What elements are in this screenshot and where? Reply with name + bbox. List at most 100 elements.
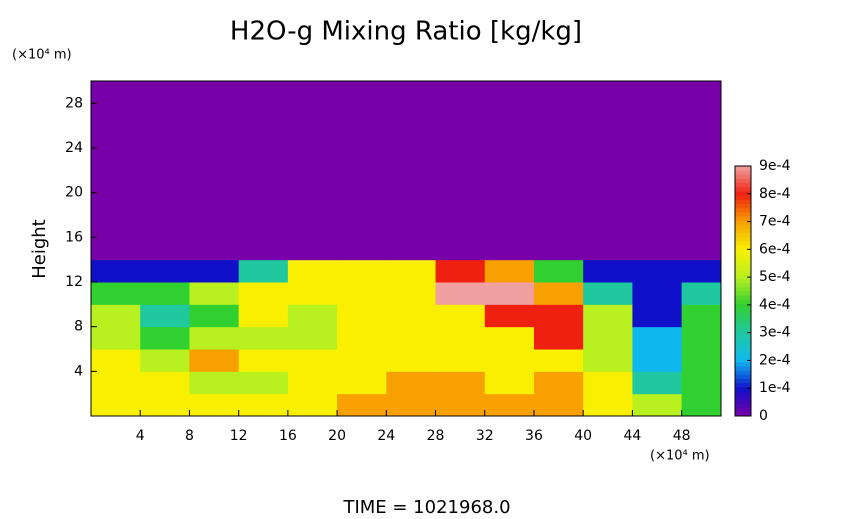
cell	[484, 125, 535, 149]
x-tick-label: 24	[377, 428, 395, 444]
cell	[533, 371, 584, 395]
cell	[435, 259, 486, 283]
cell	[533, 326, 584, 350]
cell	[91, 393, 141, 416]
cell	[484, 393, 535, 416]
cell	[238, 282, 289, 305]
cell	[140, 81, 190, 104]
colorbar-swatch	[735, 236, 751, 242]
cell	[140, 125, 190, 149]
cell	[189, 282, 240, 305]
cell	[189, 81, 240, 104]
cell	[238, 326, 289, 350]
colorbar-swatch	[735, 182, 751, 188]
cell	[681, 259, 721, 283]
cell	[533, 259, 584, 283]
cell	[238, 304, 289, 328]
cell	[140, 170, 190, 194]
cell	[337, 192, 387, 216]
colorbar-tick-label: 8e-4	[759, 186, 791, 202]
cell	[238, 393, 289, 416]
cell	[287, 192, 338, 216]
colorbar-tick-label: 7e-4	[759, 214, 791, 230]
cell	[386, 393, 437, 416]
cell	[632, 259, 683, 283]
cell	[238, 237, 289, 261]
colorbar-swatch	[735, 307, 751, 313]
cell	[91, 170, 141, 194]
cell	[91, 282, 141, 305]
colorbar-swatch	[735, 311, 751, 317]
cell	[140, 371, 190, 395]
colorbar-tick-label: 5e-4	[759, 269, 791, 285]
colorbar-swatch	[735, 353, 751, 359]
cell	[583, 326, 633, 350]
cell	[435, 103, 486, 127]
cell	[140, 349, 190, 372]
cell	[91, 81, 141, 104]
cell	[287, 349, 338, 372]
cell	[337, 81, 387, 104]
cell	[681, 304, 721, 328]
cell	[189, 304, 240, 328]
cell	[189, 215, 240, 238]
colorbar-swatch	[735, 395, 751, 400]
cell	[484, 259, 535, 283]
cell	[140, 103, 190, 127]
cell	[583, 393, 633, 416]
cell	[238, 81, 289, 104]
cell	[583, 349, 633, 372]
cell	[337, 125, 387, 149]
cell	[91, 326, 141, 350]
colorbar-swatch	[735, 328, 751, 334]
cell	[583, 148, 633, 171]
colorbar-swatch	[735, 253, 751, 259]
cell	[484, 371, 535, 395]
cell	[238, 215, 289, 238]
colorbar-swatch	[735, 303, 751, 309]
colorbar-swatch	[735, 345, 751, 350]
cell	[386, 81, 437, 104]
cell	[484, 170, 535, 194]
cell	[681, 237, 721, 261]
cell	[337, 349, 387, 372]
cell	[632, 282, 683, 305]
colorbar-swatch	[735, 291, 751, 296]
cell	[238, 371, 289, 395]
cell	[632, 393, 683, 416]
cell	[484, 326, 535, 350]
cell	[583, 103, 633, 127]
colorbar-swatch	[735, 407, 751, 413]
cell	[91, 192, 141, 216]
cell	[238, 148, 289, 171]
cell	[386, 304, 437, 328]
cell	[140, 304, 190, 328]
colorbar-swatch	[735, 216, 751, 221]
colorbar-tick-label: 0	[759, 408, 768, 424]
cell	[435, 148, 486, 171]
cell	[583, 125, 633, 149]
cell	[91, 371, 141, 395]
cell	[337, 282, 387, 305]
colorbar-swatch	[735, 399, 751, 404]
cell	[287, 326, 338, 350]
cell	[386, 349, 437, 372]
cell	[435, 326, 486, 350]
cell	[484, 103, 535, 127]
colorbar-swatch	[735, 370, 751, 375]
cell	[140, 192, 190, 216]
cell	[287, 259, 338, 283]
cell	[287, 148, 338, 171]
x-tick-label: 40	[574, 428, 592, 444]
cell	[91, 259, 141, 283]
cell	[238, 103, 289, 127]
colorbar-swatch	[735, 245, 751, 250]
colorbar-swatch	[735, 203, 751, 209]
cell	[632, 103, 683, 127]
x-tick-label: 48	[673, 428, 691, 444]
cell	[386, 103, 437, 127]
cell	[189, 192, 240, 216]
colorbar-swatch	[735, 320, 751, 325]
cell	[583, 81, 633, 104]
